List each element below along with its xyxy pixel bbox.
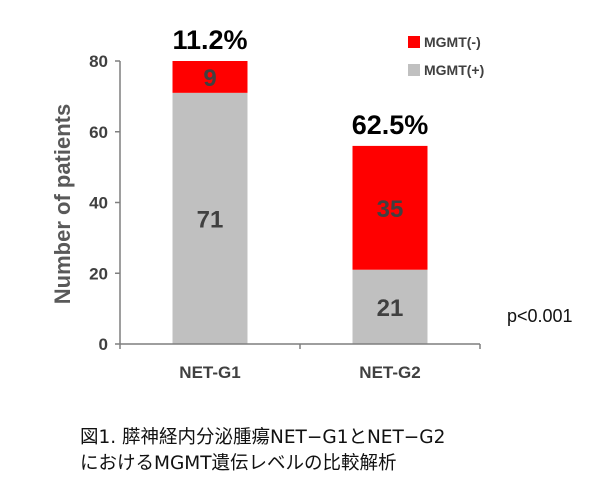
data-label-net-g1-mgmt-pos: 71 bbox=[197, 206, 224, 233]
x-tick-label-net-g2: NET-G2 bbox=[359, 363, 420, 382]
legend: MGMT(-) MGMT(+) bbox=[408, 34, 484, 78]
legend-swatch-mgmt-pos bbox=[408, 64, 420, 76]
bars-layer: 71 9 11.2% 21 35 62.5% bbox=[172, 25, 429, 345]
y-tick-label-0: 0 bbox=[99, 335, 108, 354]
bar-top-label-net-g2: 62.5% bbox=[352, 110, 429, 140]
legend-label-mgmt-neg: MGMT(-) bbox=[424, 34, 481, 50]
y-tick-label-60: 60 bbox=[89, 123, 108, 142]
p-value-annotation: p<0.001 bbox=[507, 306, 573, 326]
y-tick-label-80: 80 bbox=[89, 52, 108, 71]
legend-label-mgmt-pos: MGMT(+) bbox=[424, 62, 484, 78]
bar-segment-net-g2-mgmt-neg bbox=[352, 145, 428, 270]
data-label-net-g2-mgmt-pos: 21 bbox=[377, 295, 404, 322]
axis-layer: NET-G1 NET-G2 0 20 40 60 80 bbox=[89, 52, 481, 382]
x-tick-label-net-g1: NET-G1 bbox=[179, 363, 240, 382]
data-label-net-g2-mgmt-neg: 35 bbox=[377, 196, 404, 223]
caption-line-1: 図1. 膵神経内分泌腫瘍NET−G1とNET−G2 bbox=[80, 427, 446, 448]
y-tick-label-20: 20 bbox=[89, 264, 108, 283]
data-label-net-g1-mgmt-neg: 9 bbox=[203, 65, 216, 92]
bar-top-label-net-g1: 11.2% bbox=[172, 25, 247, 55]
figure-caption: 図1. 膵神経内分泌腫瘍NET−G1とNET−G2 におけるMGMT遺伝レベルの… bbox=[80, 425, 580, 477]
y-tick-label-40: 40 bbox=[89, 194, 108, 213]
bar-segment-net-g2-mgmt-pos bbox=[352, 269, 428, 344]
y-axis-label: Number of patients bbox=[50, 104, 75, 304]
caption-line-2: におけるMGMT遺伝レベルの比較解析 bbox=[80, 453, 397, 474]
bar-segment-net-g1-mgmt-pos bbox=[172, 92, 248, 345]
legend-swatch-mgmt-neg bbox=[408, 36, 420, 48]
bar-segment-net-g1-mgmt-neg bbox=[172, 61, 248, 93]
